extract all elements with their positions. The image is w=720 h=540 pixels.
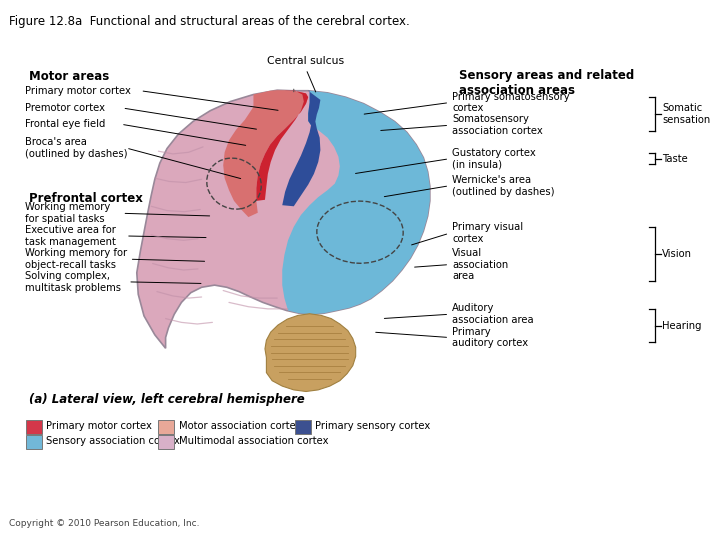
Bar	[26, 420, 42, 434]
Text: Primary
auditory cortex: Primary auditory cortex	[452, 327, 528, 348]
Text: Executive area for
task management: Executive area for task management	[25, 225, 116, 247]
Text: Premotor cortex: Premotor cortex	[25, 103, 105, 113]
Text: Hearing: Hearing	[662, 321, 702, 330]
Text: Gustatory cortex
(in insula): Gustatory cortex (in insula)	[452, 148, 536, 170]
Polygon shape	[282, 91, 320, 206]
Text: Primary sensory cortex: Primary sensory cortex	[315, 421, 431, 431]
Polygon shape	[256, 90, 308, 201]
Text: Somatosensory
association cortex: Somatosensory association cortex	[452, 114, 543, 136]
Text: Working memory
for spatial tasks: Working memory for spatial tasks	[25, 202, 110, 224]
Bar	[158, 435, 174, 449]
Bar	[295, 420, 311, 434]
Text: Primary motor cortex: Primary motor cortex	[25, 86, 131, 96]
Text: Visual
association
area: Visual association area	[452, 248, 508, 281]
Text: Broca's area
(outlined by dashes): Broca's area (outlined by dashes)	[25, 137, 127, 159]
Text: Central sulcus: Central sulcus	[267, 56, 345, 66]
Text: Somatic
sensation: Somatic sensation	[662, 103, 711, 125]
Text: Copyright © 2010 Pearson Education, Inc.: Copyright © 2010 Pearson Education, Inc.	[9, 519, 200, 528]
Text: Motor association cortex: Motor association cortex	[179, 421, 301, 431]
Text: Sensory areas and related
association areas: Sensory areas and related association ar…	[459, 69, 634, 97]
Polygon shape	[282, 91, 430, 314]
Text: Multimodal association cortex: Multimodal association cortex	[179, 436, 328, 446]
Text: Figure 12.8a  Functional and structural areas of the cerebral cortex.: Figure 12.8a Functional and structural a…	[9, 15, 410, 28]
Text: Primary somatosensory
cortex: Primary somatosensory cortex	[452, 92, 570, 113]
Text: Primary visual
cortex: Primary visual cortex	[452, 222, 523, 244]
Text: (a) Lateral view, left cerebral hemisphere: (a) Lateral view, left cerebral hemisphe…	[29, 393, 305, 406]
Text: Sensory association cortex: Sensory association cortex	[46, 436, 180, 446]
Text: Vision: Vision	[662, 249, 693, 259]
Text: Motor areas: Motor areas	[29, 70, 109, 83]
Text: Working memory for
object-recall tasks: Working memory for object-recall tasks	[25, 248, 127, 270]
Bar	[26, 435, 42, 449]
Text: Auditory
association area: Auditory association area	[452, 303, 534, 325]
Text: Prefrontal cortex: Prefrontal cortex	[29, 192, 143, 205]
Text: Frontal eye field: Frontal eye field	[25, 119, 106, 129]
Bar	[158, 420, 174, 434]
Text: Taste: Taste	[662, 154, 688, 164]
Polygon shape	[265, 314, 356, 391]
Polygon shape	[223, 90, 308, 217]
Polygon shape	[137, 90, 430, 348]
Text: Primary motor cortex: Primary motor cortex	[46, 421, 152, 431]
Text: Wernicke's area
(outlined by dashes): Wernicke's area (outlined by dashes)	[452, 175, 554, 197]
Text: Solving complex,
multitask problems: Solving complex, multitask problems	[25, 271, 121, 293]
